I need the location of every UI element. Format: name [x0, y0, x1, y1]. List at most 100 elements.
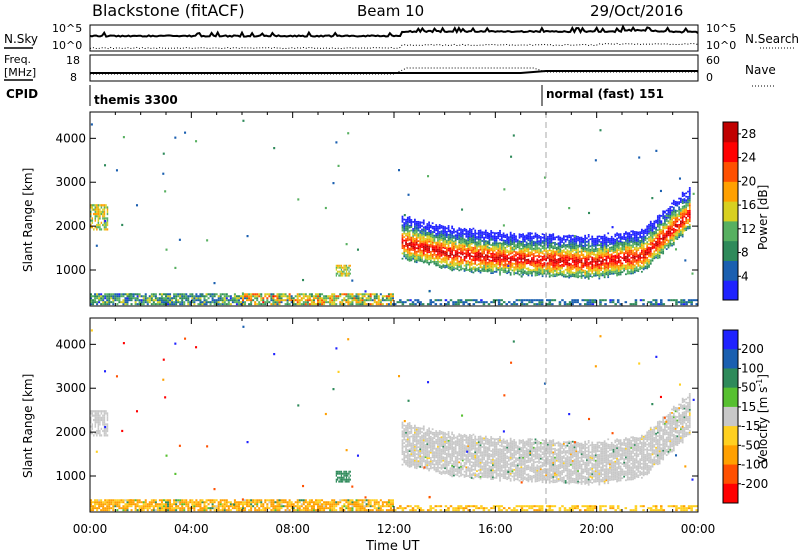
velocity-cell	[215, 499, 218, 502]
power-cell	[539, 250, 542, 252]
power-cell	[419, 237, 422, 239]
power-cell	[497, 242, 500, 245]
power-cell	[515, 265, 517, 268]
power-cell	[589, 252, 592, 255]
power-cell	[502, 224, 505, 227]
power-cell	[577, 253, 579, 256]
power-cell	[463, 256, 466, 258]
power-cell	[601, 262, 604, 264]
power-cell	[591, 251, 594, 254]
power-cell	[577, 262, 579, 265]
power-cell	[495, 262, 498, 264]
velocity-cell	[162, 505, 165, 508]
power-cell	[375, 297, 378, 300]
velocity-cell	[288, 505, 291, 508]
power-cell	[167, 303, 170, 306]
power-cell	[424, 241, 427, 244]
power-cell	[154, 303, 157, 306]
power-cell	[217, 303, 220, 306]
velocity-cell	[167, 507, 170, 510]
power-cell	[497, 299, 501, 302]
power-cell	[91, 208, 94, 211]
power-cell	[594, 248, 597, 251]
power-cell	[454, 267, 457, 270]
power-cell	[552, 264, 555, 267]
power-cell	[355, 297, 358, 300]
power-cell	[600, 269, 602, 272]
power-cell	[614, 268, 617, 271]
power-cell	[345, 270, 348, 273]
power-cell	[664, 220, 666, 223]
power-cell	[577, 246, 579, 249]
velocity-cell	[242, 503, 245, 506]
velocity-cell	[189, 509, 192, 512]
velocity-cell	[152, 499, 155, 502]
power-cell	[644, 237, 647, 240]
power-cell	[550, 244, 553, 247]
power-cell	[90, 303, 93, 306]
power-cell	[607, 269, 610, 272]
power-cell	[649, 241, 652, 244]
velocity-cell	[116, 505, 119, 508]
power-cell	[605, 257, 608, 260]
power-cell	[428, 240, 430, 243]
power-cell	[509, 247, 512, 250]
power-cell	[681, 209, 684, 212]
power-cell	[126, 293, 129, 296]
power-cell	[688, 215, 691, 217]
velocity-cell	[98, 507, 101, 510]
power-cell	[451, 253, 454, 256]
power-cell	[564, 247, 567, 250]
velocity-cell	[235, 501, 238, 504]
power-cell	[90, 293, 93, 296]
power-cell	[435, 245, 438, 248]
power-cell	[244, 303, 247, 306]
power-cell	[527, 262, 530, 264]
velocity-cell	[274, 509, 277, 512]
power-cell	[415, 235, 418, 237]
power-cell	[607, 244, 610, 247]
velocity-cell	[134, 507, 137, 510]
velocity-cell	[262, 509, 265, 512]
power-cell	[403, 227, 406, 230]
power-cell	[672, 238, 675, 241]
power-cell	[566, 237, 569, 239]
power-cell	[481, 254, 484, 256]
power-cell	[540, 303, 544, 306]
power-cell	[593, 250, 595, 253]
power-cell	[410, 238, 413, 241]
power-cell	[486, 256, 489, 259]
power-cell	[417, 247, 420, 250]
power-cell	[520, 299, 524, 302]
power-cell	[612, 246, 615, 249]
power-cell	[333, 299, 336, 302]
power-cell	[95, 244, 98, 247]
power-cell	[642, 236, 645, 239]
power-cell	[495, 239, 498, 242]
power-cell	[568, 269, 571, 272]
power-cell	[529, 269, 532, 271]
power-cell	[578, 270, 581, 272]
power-cell	[611, 226, 614, 229]
power-cell	[635, 232, 638, 235]
power-cell	[681, 218, 684, 220]
power-cell	[646, 246, 649, 249]
power-cell	[463, 245, 466, 248]
velocity-cell	[239, 507, 242, 510]
power-cell	[465, 230, 468, 233]
power-cell	[575, 275, 578, 278]
power-cell	[532, 261, 535, 264]
power-cell	[534, 250, 537, 252]
power-cell	[453, 245, 455, 248]
power-cell	[225, 303, 228, 306]
velocity-cell	[116, 509, 119, 512]
power-cell	[199, 293, 202, 296]
power-cell	[282, 299, 285, 302]
velocity-cell	[110, 499, 113, 502]
velocity-cell	[213, 501, 216, 504]
power-cell	[573, 247, 576, 250]
power-cell	[97, 217, 100, 220]
power-cell	[635, 248, 638, 251]
power-cell	[568, 250, 571, 253]
power-cell	[591, 267, 594, 269]
